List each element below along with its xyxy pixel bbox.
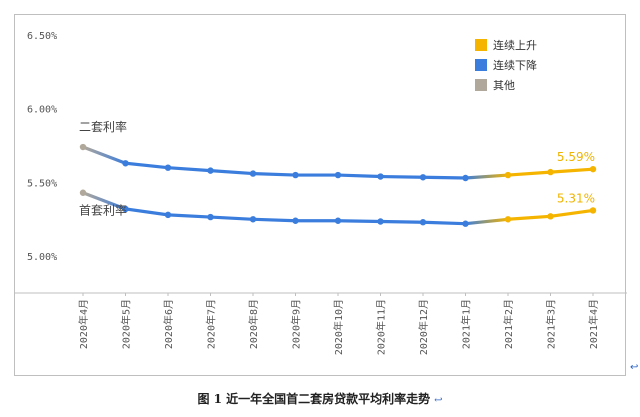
series-segment <box>251 171 298 177</box>
x-tick-label: 2020年7月 <box>205 299 218 349</box>
series-segment <box>208 169 255 176</box>
series-segment <box>378 174 425 179</box>
data-point <box>504 171 512 179</box>
data-point <box>292 217 299 224</box>
series-segment <box>548 167 595 174</box>
x-tick-label: 2020年11月 <box>375 299 388 355</box>
legend-swatch <box>475 39 487 51</box>
series-segment <box>421 175 468 180</box>
series-segment <box>463 173 510 180</box>
data-point <box>377 218 384 225</box>
series-lines <box>79 143 597 227</box>
series-labels: 二套利率 5.59% 首套利率 5.31% <box>79 119 595 218</box>
data-point <box>249 170 257 177</box>
series-name-label: 首套利率 <box>79 203 127 218</box>
legend-label: 其他 <box>493 79 515 92</box>
data-point <box>462 220 469 227</box>
y-tick-label: 6.50% <box>27 31 57 42</box>
data-point <box>334 217 342 224</box>
data-point <box>164 211 172 219</box>
data-point <box>547 213 554 220</box>
x-tick-label: 2020年5月 <box>120 299 133 349</box>
x-tick-label: 2020年12月 <box>417 299 430 355</box>
caption-text: 图 1 近一年全国首二套房贷款平均利率走势 <box>197 392 431 406</box>
end-value-label: 5.59% <box>557 150 595 164</box>
data-point <box>377 173 384 180</box>
legend-label: 连续上升 <box>493 38 537 52</box>
line-chart: 6.50%6.00%5.50%5.00% 2020年4月 2020年5月 2020年… <box>15 31 627 355</box>
series-segment <box>81 191 128 211</box>
y-axis-ticks: 6.50% 6.00% 5.50% 5.00% <box>27 31 57 263</box>
x-tick-label: 2021年4月 <box>587 299 600 349</box>
series-name-label: 二套利率 <box>79 119 127 134</box>
figure-caption: 图 1 近一年全国首二套房贷款平均利率走势 ↩ <box>0 390 640 407</box>
data-point <box>122 160 129 167</box>
data-point <box>164 164 172 171</box>
data-point <box>79 143 87 151</box>
series-segment <box>421 220 468 226</box>
y-tick-label: 5.50% <box>27 178 57 189</box>
x-tick-label: 2021年1月 <box>460 299 473 349</box>
x-tick-label: 2020年6月 <box>162 299 175 349</box>
series-segment <box>123 207 170 217</box>
x-tick-label: 2021年2月 <box>502 299 515 349</box>
data-point <box>207 167 214 174</box>
series-segment <box>336 173 383 179</box>
series-segment <box>208 215 255 221</box>
series-segment <box>548 208 595 218</box>
data-point <box>589 165 597 173</box>
series-segment <box>123 161 170 170</box>
data-point <box>122 205 129 213</box>
series-line <box>79 189 597 227</box>
chart-frame: 6.50% 6.00% 5.50% 5.00% 2020年4月 2020年5月 2020年… <box>14 14 627 376</box>
y-tick-label: 5.00% <box>27 252 57 263</box>
x-axis-ticks: 2020年4月 2020年5月 2020年6月 2020年7月 2020年8月 2020年… <box>77 293 600 355</box>
data-point <box>419 219 427 226</box>
data-point <box>419 174 427 181</box>
return-mark-icon: ↩ <box>434 395 443 406</box>
data-point <box>292 171 299 179</box>
x-tick-label: 2021年3月 <box>545 299 558 349</box>
data-point <box>589 207 597 214</box>
x-tick-label: 2020年4月 <box>77 299 90 349</box>
x-tick-label: 2020年10月 <box>332 299 345 355</box>
series-segment <box>506 170 553 177</box>
series-segment <box>166 213 213 219</box>
data-point <box>462 174 469 182</box>
series-segment <box>506 214 553 221</box>
legend-label: 连续下降 <box>493 58 537 72</box>
series-segment <box>251 217 298 223</box>
data-point <box>547 168 554 176</box>
series-segment <box>463 217 510 226</box>
return-mark-icon: ↩ <box>630 362 639 373</box>
series-segment <box>378 219 425 224</box>
data-point <box>504 216 512 223</box>
legend-swatch <box>475 59 487 71</box>
data-point <box>79 189 87 196</box>
series-segment <box>336 219 383 224</box>
series-segment <box>166 166 213 173</box>
series-line <box>79 143 597 182</box>
series-segment <box>81 145 128 165</box>
data-point <box>207 213 214 221</box>
data-point <box>334 171 342 179</box>
y-tick-label: 6.00% <box>27 105 57 116</box>
x-tick-label: 2020年9月 <box>290 299 303 349</box>
data-point <box>249 216 257 223</box>
x-tick-label: 2020年8月 <box>247 299 260 349</box>
end-value-label: 5.31% <box>557 191 595 205</box>
legend-swatch <box>475 79 487 91</box>
